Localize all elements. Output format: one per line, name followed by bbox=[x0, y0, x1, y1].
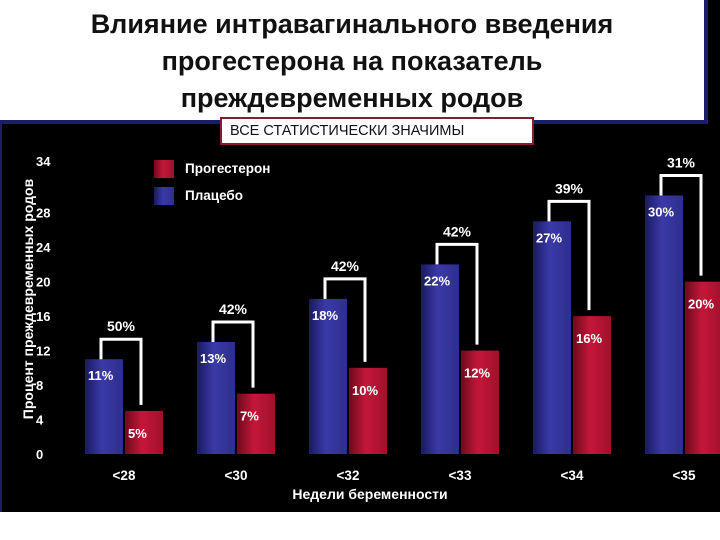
y-tick-label: 8 bbox=[36, 378, 43, 393]
reduction-bracket bbox=[435, 242, 479, 345]
legend-swatch bbox=[154, 160, 174, 178]
bar-placebo bbox=[421, 264, 459, 454]
left-border bbox=[0, 124, 2, 512]
x-tick-label: <33 bbox=[449, 468, 472, 483]
significance-note-box: ВСЕ СТАТИСТИЧЕСКИ ЗНАЧИМЫ bbox=[220, 117, 534, 145]
x-tick-label: <32 bbox=[337, 468, 360, 483]
bar-placebo bbox=[645, 195, 683, 454]
bar-progesterone bbox=[125, 410, 163, 454]
bar-label-placebo: 11% bbox=[88, 368, 114, 383]
slide-title: Влияние интравагинального введения проге… bbox=[90, 9, 614, 113]
bar-placebo bbox=[85, 359, 123, 454]
x-tick-label: <35 bbox=[673, 468, 696, 483]
bar-progesterone bbox=[573, 316, 611, 454]
bar-label-placebo: 18% bbox=[312, 308, 338, 323]
reduction-label: 42% bbox=[219, 301, 248, 317]
slide: Влияние интравагинального введения проге… bbox=[0, 0, 720, 512]
y-tick-label: 20 bbox=[36, 275, 50, 290]
bar-label-progesterone: 10% bbox=[352, 383, 378, 398]
bar-label-progesterone: 16% bbox=[576, 331, 602, 346]
bar-label-progesterone: 12% bbox=[464, 366, 490, 381]
reduction-bracket bbox=[99, 337, 143, 405]
bar-progesterone bbox=[685, 281, 720, 454]
x-axis-label: Недели беременности bbox=[292, 486, 447, 502]
bar-label-progesterone: 20% bbox=[688, 297, 714, 312]
reduction-bracket bbox=[547, 199, 591, 311]
reduction-label: 42% bbox=[331, 258, 360, 274]
reduction-bracket bbox=[211, 320, 255, 388]
bar-placebo bbox=[197, 341, 235, 454]
reduction-label: 42% bbox=[443, 223, 472, 239]
bar-label-placebo: 22% bbox=[424, 273, 450, 288]
legend-label: Прогестерон bbox=[185, 161, 270, 176]
bar-label-progesterone: 7% bbox=[240, 409, 259, 424]
legend-label: Плацебо bbox=[185, 188, 243, 203]
bar-label-placebo: 30% bbox=[648, 204, 674, 219]
bar-label-placebo: 27% bbox=[536, 230, 562, 245]
y-tick-label: 24 bbox=[36, 240, 51, 255]
y-tick-label: 28 bbox=[36, 206, 50, 221]
x-tick-label: <34 bbox=[561, 468, 584, 483]
x-tick-label: <30 bbox=[225, 468, 248, 483]
title-panel: Влияние интравагинального введения проге… bbox=[0, 0, 708, 124]
significance-note: ВСЕ СТАТИСТИЧЕСКИ ЗНАЧИМЫ bbox=[230, 123, 465, 139]
y-tick-label: 12 bbox=[36, 344, 50, 359]
y-tick-label: 4 bbox=[36, 413, 44, 428]
legend-swatch bbox=[154, 187, 174, 205]
bar-progesterone bbox=[461, 350, 499, 454]
y-tick-label: 16 bbox=[36, 309, 50, 324]
bar-placebo bbox=[533, 221, 571, 454]
reduction-bracket bbox=[323, 277, 367, 362]
reduction-label: 39% bbox=[555, 180, 584, 196]
bar-label-placebo: 13% bbox=[200, 351, 226, 366]
y-tick-label: 34 bbox=[36, 154, 51, 169]
bar-placebo bbox=[309, 298, 347, 454]
bar-label-progesterone: 5% bbox=[128, 426, 147, 441]
reduction-label: 31% bbox=[667, 154, 696, 170]
y-tick-label: 0 bbox=[36, 447, 43, 462]
x-tick-label: <28 bbox=[113, 468, 136, 483]
bar-progesterone bbox=[237, 393, 275, 454]
bar-progesterone bbox=[349, 367, 387, 454]
reduction-bracket bbox=[659, 173, 703, 276]
bar-chart: 0 4 8 12 16 20 24 28 34 Прогестерон Плацебо 11% 5% 50… bbox=[36, 154, 720, 502]
reduction-label: 50% bbox=[107, 318, 136, 334]
